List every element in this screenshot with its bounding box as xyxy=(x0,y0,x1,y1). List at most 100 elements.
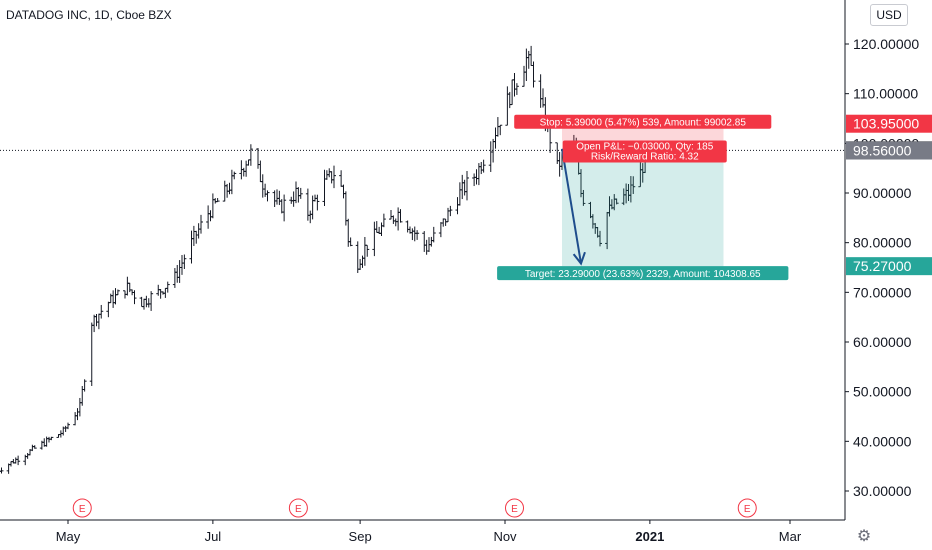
ohlc-bar[interactable] xyxy=(47,436,51,443)
ohlc-bar[interactable] xyxy=(415,230,420,240)
ohlc-bar[interactable] xyxy=(113,288,118,305)
ohlc-bar[interactable] xyxy=(374,221,379,233)
ohlc-bar[interactable] xyxy=(446,207,450,223)
ohlc-bar[interactable] xyxy=(315,194,320,211)
ohlc-bar[interactable] xyxy=(125,276,130,296)
ohlc-bar[interactable] xyxy=(455,197,460,215)
trend-arrow-line[interactable] xyxy=(561,148,582,264)
ohlc-bar[interactable] xyxy=(360,255,365,268)
ohlc-bar[interactable] xyxy=(144,295,149,308)
ohlc-bar[interactable] xyxy=(49,436,54,441)
ohlc-bar[interactable] xyxy=(429,236,434,247)
ohlc-bar[interactable] xyxy=(282,194,287,222)
ohlc-bar[interactable] xyxy=(581,189,586,206)
ohlc-bar[interactable] xyxy=(305,188,310,221)
ohlc-bar[interactable] xyxy=(149,291,154,311)
ohlc-bar[interactable] xyxy=(191,225,196,246)
ohlc-bar[interactable] xyxy=(13,457,18,464)
ohlc-bar[interactable] xyxy=(229,169,234,195)
ohlc-bar[interactable] xyxy=(355,241,360,273)
ohlc-bar[interactable] xyxy=(199,214,203,234)
earnings-marker[interactable]: E xyxy=(72,498,92,518)
ohlc-bar[interactable] xyxy=(526,50,531,69)
ohlc-bar[interactable] xyxy=(206,205,211,229)
ohlc-bar[interactable] xyxy=(372,221,377,257)
ohlc-bar[interactable] xyxy=(448,205,453,217)
ohlc-bar[interactable] xyxy=(99,304,104,319)
ohlc-bar[interactable] xyxy=(529,45,534,66)
ohlc-bar[interactable] xyxy=(405,220,410,233)
ohlc-bar[interactable] xyxy=(393,218,398,227)
ohlc-bar[interactable] xyxy=(142,298,146,310)
ohlc-bar[interactable] xyxy=(398,209,403,223)
ohlc-bar[interactable] xyxy=(365,244,370,257)
ohlc-bar[interactable] xyxy=(210,193,215,219)
ohlc-bar[interactable] xyxy=(172,268,177,288)
ohlc-bar[interactable] xyxy=(182,254,187,269)
ohlc-bar[interactable] xyxy=(258,160,263,183)
ohlc-bar[interactable] xyxy=(44,436,49,447)
ohlc-bar[interactable] xyxy=(531,61,536,88)
ohlc-bar[interactable] xyxy=(256,148,260,169)
ohlc-bar[interactable] xyxy=(246,159,251,166)
ohlc-bar[interactable] xyxy=(327,168,332,178)
ohlc-bar[interactable] xyxy=(115,289,120,296)
ohlc-bar[interactable] xyxy=(260,174,265,198)
ohlc-bar[interactable] xyxy=(362,236,367,266)
ohlc-bar[interactable] xyxy=(277,190,282,206)
target-zone[interactable] xyxy=(562,150,724,267)
ohlc-bar[interactable] xyxy=(479,161,484,175)
ohlc-bar[interactable] xyxy=(177,260,182,283)
ohlc-bar[interactable] xyxy=(431,226,436,243)
ohlc-bar[interactable] xyxy=(175,264,180,283)
ohlc-bar[interactable] xyxy=(631,176,636,194)
ohlc-bar[interactable] xyxy=(422,231,427,252)
ohlc-bar[interactable] xyxy=(557,151,562,177)
ohlc-bar[interactable] xyxy=(339,170,344,187)
ohlc-bar[interactable] xyxy=(25,453,30,459)
ohlc-bar[interactable] xyxy=(538,74,543,108)
earnings-marker[interactable]: E xyxy=(737,498,757,518)
ohlc-bar[interactable] xyxy=(614,198,619,205)
ohlc-bar[interactable] xyxy=(265,190,270,202)
ohlc-bar[interactable] xyxy=(165,281,170,293)
ohlc-bar[interactable] xyxy=(30,444,35,452)
ohlc-bar[interactable] xyxy=(443,218,448,226)
ohlc-bar[interactable] xyxy=(73,412,78,426)
ohlc-bar[interactable] xyxy=(244,160,249,177)
ohlc-bar[interactable] xyxy=(213,198,218,204)
ohlc-bar[interactable] xyxy=(381,213,386,228)
ohlc-bar[interactable] xyxy=(63,425,68,432)
ohlc-bar[interactable] xyxy=(598,230,602,247)
ohlc-bar[interactable] xyxy=(294,181,298,204)
ohlc-bar[interactable] xyxy=(208,210,213,222)
ohlc-bar[interactable] xyxy=(462,179,467,196)
ohlc-bar[interactable] xyxy=(158,289,163,299)
earnings-marker[interactable]: E xyxy=(288,498,308,518)
gear-icon[interactable]: ⚙ xyxy=(856,528,872,545)
ohlc-bar[interactable] xyxy=(66,422,70,430)
ohlc-bar[interactable] xyxy=(227,182,232,195)
ohlc-bar[interactable] xyxy=(222,180,227,202)
ohlc-bar[interactable] xyxy=(0,467,4,474)
ohlc-bar[interactable] xyxy=(146,298,151,308)
ohlc-bar[interactable] xyxy=(488,141,493,172)
ohlc-bar[interactable] xyxy=(263,183,268,197)
ohlc-bar[interactable] xyxy=(108,293,113,304)
ohlc-bar[interactable] xyxy=(522,65,526,87)
ohlc-bar[interactable] xyxy=(194,230,199,244)
ohlc-bar[interactable] xyxy=(512,72,517,97)
ohlc-bar[interactable] xyxy=(308,210,313,224)
currency-button[interactable]: USD xyxy=(870,4,908,26)
ohlc-bar[interactable] xyxy=(391,215,396,224)
ohlc-bar[interactable] xyxy=(424,239,429,255)
ohlc-bar[interactable] xyxy=(296,187,301,203)
ohlc-bar[interactable] xyxy=(16,455,21,466)
ohlc-bar[interactable] xyxy=(341,184,346,199)
ohlc-bar[interactable] xyxy=(348,237,353,247)
ohlc-bar[interactable] xyxy=(94,314,99,327)
ohlc-bar[interactable] xyxy=(524,48,529,81)
ohlc-bar[interactable] xyxy=(332,165,336,189)
ohlc-bar[interactable] xyxy=(96,313,101,330)
ohlc-bar[interactable] xyxy=(322,169,327,206)
